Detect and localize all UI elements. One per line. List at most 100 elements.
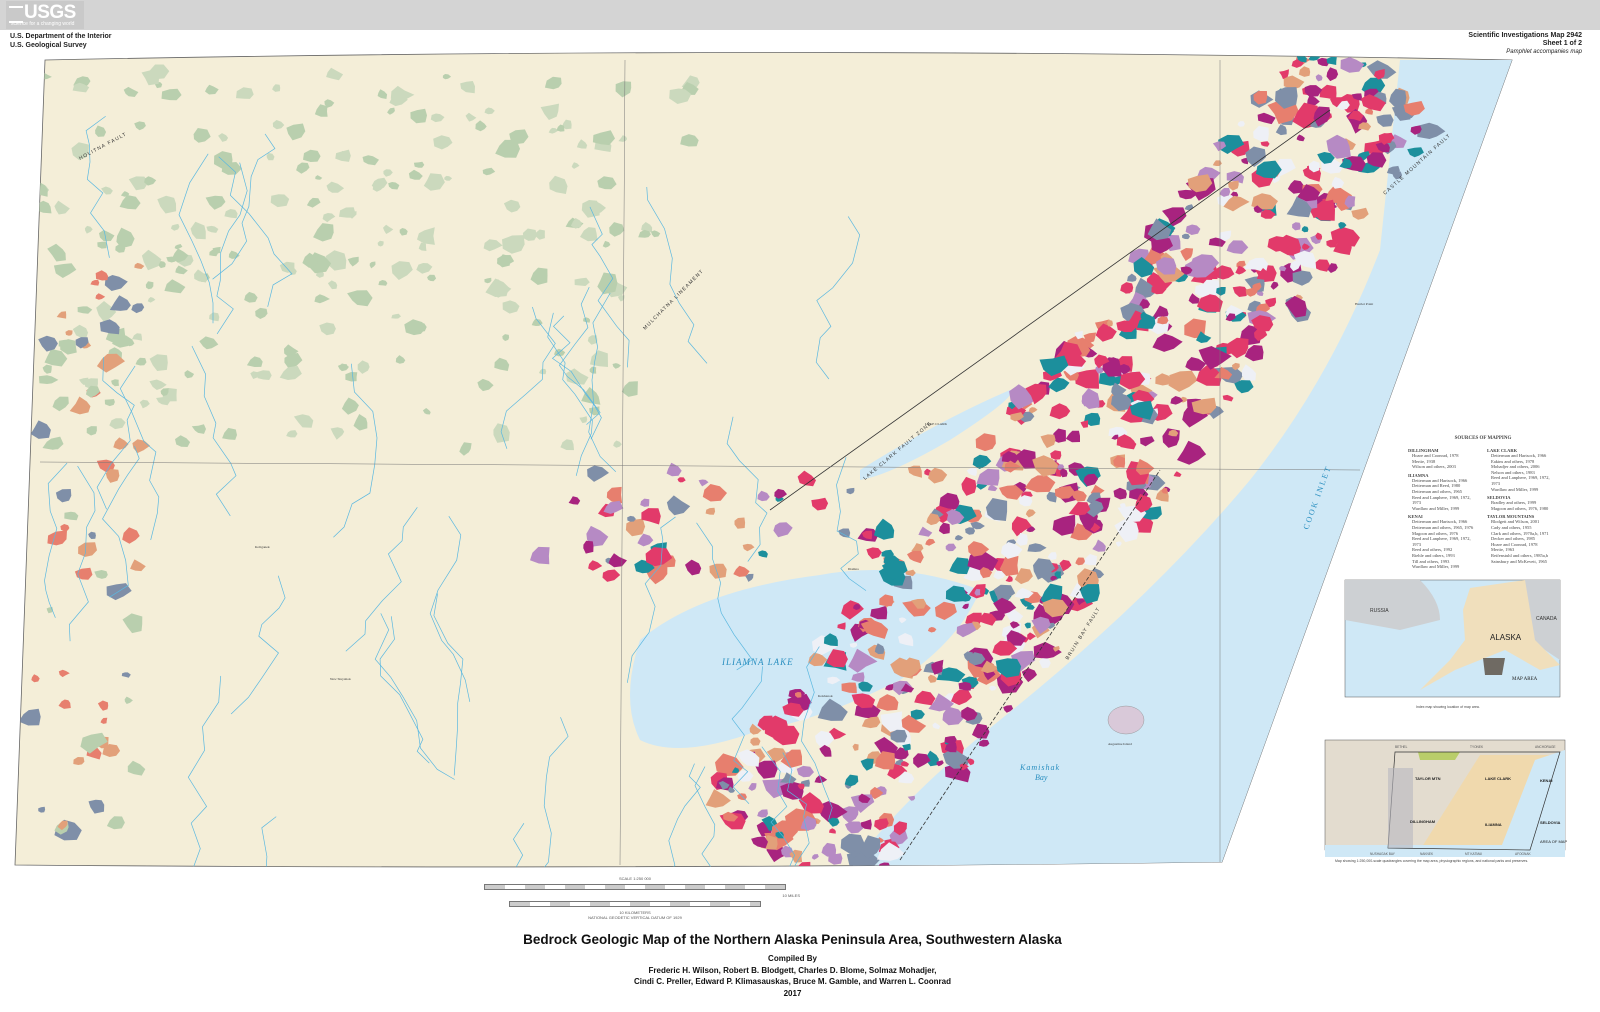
geologic-unit [625, 518, 646, 537]
geologic-unit [1083, 473, 1099, 487]
geologic-unit [1025, 509, 1036, 518]
upland-patch [433, 135, 453, 150]
geologic-unit [1021, 668, 1037, 683]
geologic-unit [1086, 499, 1104, 518]
geologic-unit [734, 517, 746, 529]
upland-patch [134, 121, 146, 131]
geologic-unit [705, 507, 716, 515]
geologic-unit [1120, 282, 1134, 294]
upland-patch [322, 213, 336, 223]
geologic-unit [846, 487, 855, 495]
west-unit-patch [75, 337, 89, 349]
upland-patch [413, 161, 425, 168]
series-info: Scientific Investigations Map 2942 Sheet… [1468, 32, 1582, 56]
source-quadrangle: DILLINGHAM [1408, 448, 1439, 453]
upland-patch [509, 129, 529, 145]
upland-patch [423, 173, 445, 191]
upland-patch [326, 181, 345, 193]
upland-patch [96, 301, 117, 323]
geologic-unit [1279, 266, 1287, 272]
west-unit-patch [88, 799, 105, 814]
west-unit-patch [95, 270, 109, 281]
geologic-unit [1253, 125, 1269, 142]
geologic-unit [993, 597, 1017, 615]
upland-patch [244, 291, 258, 303]
west-unit-patch [80, 732, 108, 754]
river [102, 446, 140, 598]
west-unit-patch [57, 820, 68, 831]
geologic-unit [1191, 397, 1217, 415]
geologic-unit [1042, 598, 1069, 618]
river [119, 365, 160, 541]
upland-patch [35, 200, 52, 214]
geologic-unit [1140, 436, 1155, 447]
geologic-unit [1127, 273, 1137, 282]
geologic-unit [1120, 503, 1126, 508]
geologic-unit [640, 498, 650, 507]
geologic-unit [641, 508, 661, 525]
river [96, 357, 135, 510]
geologic-unit [980, 612, 997, 626]
upland-patch [123, 86, 139, 97]
west-unit-patch [47, 530, 67, 546]
upland-patch [562, 119, 572, 130]
geologic-unit [1344, 195, 1356, 208]
geologic-unit [963, 651, 973, 662]
west-unit-patch [60, 339, 77, 355]
upland-patch [326, 67, 344, 81]
geologic-unit [1003, 705, 1014, 713]
river [333, 363, 378, 538]
upland-patch [410, 108, 427, 124]
river [374, 613, 455, 780]
source-entry: Detterman and Hartsock, 1966 [1491, 453, 1547, 458]
geologic-unit [848, 648, 878, 673]
geologic-unit [898, 657, 921, 678]
geologic-unit [1308, 160, 1320, 173]
upland-patch [119, 195, 141, 210]
geologic-unit [1317, 152, 1335, 164]
geologic-unit [885, 684, 894, 691]
geologic-unit [999, 554, 1019, 576]
upland-patch [383, 169, 393, 177]
source-entry: Bradley and others, 1999 [1491, 500, 1537, 506]
upland-patch [228, 250, 240, 259]
west-unit-patch [38, 806, 46, 813]
geologic-unit [961, 476, 977, 496]
geologic-unit [1339, 158, 1353, 169]
geologic-unit [1027, 632, 1036, 641]
upland-patch [255, 307, 268, 319]
geologic-unit [1287, 180, 1304, 194]
usgs-logo: USGS science for a changing world [6, 1, 84, 29]
upland-patch [495, 139, 520, 158]
geologic-unit [1212, 141, 1227, 152]
upland-patch [205, 195, 226, 210]
geologic-unit [530, 546, 550, 565]
geologic-unit [1015, 532, 1028, 546]
geologic-unit [748, 783, 757, 791]
geologic-unit [879, 594, 894, 607]
west-unit-patch [30, 420, 51, 439]
upland-patch [535, 229, 545, 240]
river [500, 306, 556, 449]
river [815, 216, 861, 380]
geologic-unit [841, 682, 857, 694]
geologic-unit [913, 753, 931, 768]
upland-patch [175, 435, 191, 447]
west-unit-patch [31, 674, 40, 683]
upland-patch [314, 104, 328, 117]
geologic-unit [705, 789, 731, 808]
geologic-unit [775, 831, 784, 839]
upland-patch [337, 364, 349, 372]
geologic-unit [1116, 434, 1135, 448]
upland-patch [540, 103, 559, 120]
usgs-wave-icon [9, 6, 23, 23]
geologic-unit [900, 683, 915, 693]
upland-patch [54, 200, 70, 215]
geologic-unit [723, 811, 739, 822]
geologic-unit [1050, 575, 1058, 581]
geologic-unit [1014, 587, 1034, 599]
geologic-unit [1185, 259, 1215, 278]
quad-dillingham: DILLINGHAM [1410, 819, 1436, 824]
geologic-unit [685, 559, 702, 576]
upland-patch [303, 149, 321, 162]
